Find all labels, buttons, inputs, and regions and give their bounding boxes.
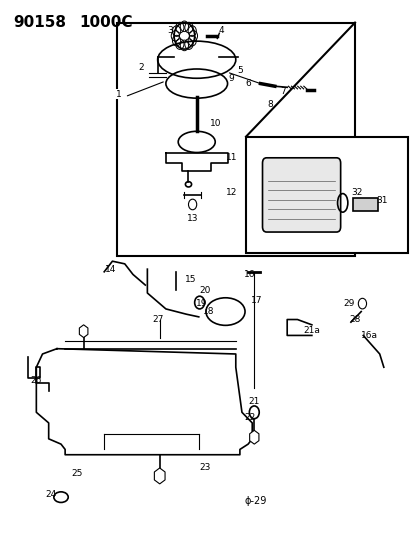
Text: 7: 7 — [280, 87, 285, 96]
Text: 1000C: 1000C — [79, 14, 133, 30]
Text: 31: 31 — [375, 196, 387, 205]
Text: 13: 13 — [186, 214, 198, 223]
Text: 21a: 21a — [303, 326, 320, 335]
Text: 21: 21 — [248, 397, 259, 406]
Text: 29: 29 — [342, 299, 354, 308]
Text: 8: 8 — [267, 100, 273, 109]
Text: 3: 3 — [167, 26, 173, 35]
Text: 90158: 90158 — [14, 14, 66, 30]
Text: 19: 19 — [195, 299, 207, 308]
Text: ϕ-29: ϕ-29 — [244, 496, 266, 506]
Text: 24: 24 — [45, 490, 56, 499]
Text: 9: 9 — [228, 74, 234, 83]
Text: 14: 14 — [104, 265, 116, 273]
Text: 18: 18 — [203, 307, 214, 316]
FancyBboxPatch shape — [262, 158, 340, 232]
Text: 28: 28 — [349, 315, 360, 324]
Text: 12: 12 — [225, 188, 237, 197]
Text: 30: 30 — [313, 174, 325, 183]
Text: 4: 4 — [218, 26, 224, 35]
Text: 17: 17 — [250, 296, 261, 305]
Text: 1: 1 — [115, 90, 121, 99]
Text: 6: 6 — [244, 79, 250, 88]
Text: 10: 10 — [209, 119, 221, 128]
Text: 16a: 16a — [360, 331, 377, 340]
FancyBboxPatch shape — [245, 136, 408, 253]
Text: 25: 25 — [71, 469, 83, 478]
Text: 5: 5 — [237, 66, 242, 75]
Text: 11: 11 — [225, 154, 237, 163]
Text: 23: 23 — [199, 464, 210, 472]
Text: 15: 15 — [184, 275, 196, 284]
Text: 20: 20 — [199, 286, 210, 295]
FancyBboxPatch shape — [352, 198, 377, 211]
Text: 27: 27 — [152, 315, 163, 324]
Text: 2: 2 — [138, 63, 144, 72]
Text: 32: 32 — [351, 188, 362, 197]
Text: 26: 26 — [31, 376, 42, 385]
FancyBboxPatch shape — [116, 22, 354, 256]
Text: 16: 16 — [244, 270, 255, 279]
Text: 22: 22 — [244, 413, 255, 422]
